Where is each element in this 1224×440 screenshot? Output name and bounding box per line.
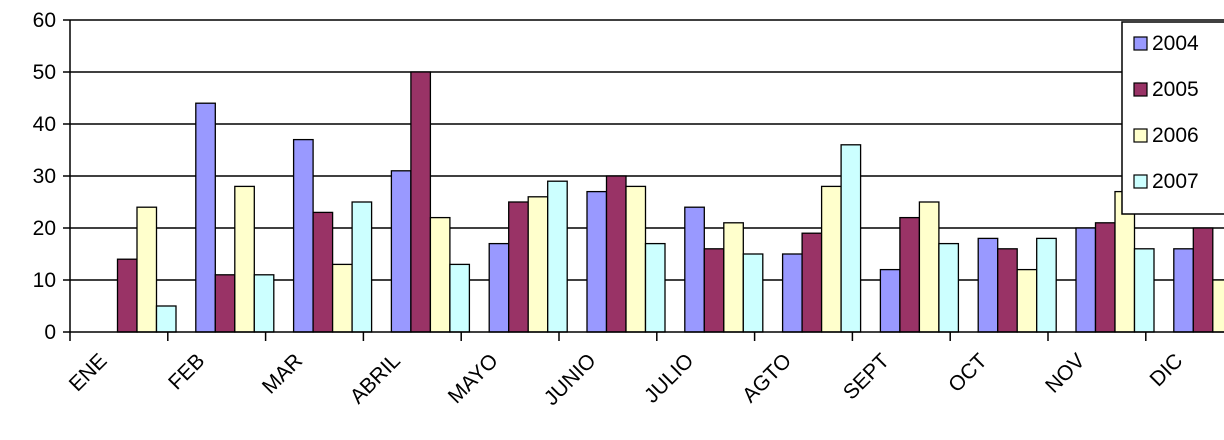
- bar-mayo-2007: [547, 180, 568, 333]
- x-category-label: JULIO: [640, 349, 698, 407]
- bar-sept-2007: [938, 242, 960, 333]
- legend-label-2004: 2004: [1152, 32, 1199, 55]
- y-tick-label: 0: [44, 321, 56, 344]
- bar-oct-2006: [1016, 268, 1038, 333]
- bar-julio-2006: [723, 222, 744, 333]
- bar-feb-2006: [234, 185, 255, 333]
- y-tick-label: 40: [33, 113, 56, 136]
- bar-oct-2004: [977, 237, 999, 333]
- bar-abril-2005: [410, 71, 432, 333]
- y-tick-label: 50: [33, 61, 56, 84]
- bar-sept-2005: [899, 216, 921, 333]
- legend-swatch-2004: [1133, 36, 1148, 51]
- bar-oct-2007: [1036, 237, 1057, 333]
- legend-label-2005: 2005: [1152, 78, 1199, 101]
- legend-label-2006: 2006: [1152, 124, 1199, 147]
- bar-mayo-2005: [508, 201, 529, 333]
- x-category-label: NOV: [1041, 349, 1089, 397]
- bar-abril-2004: [390, 170, 412, 333]
- bar-mayo-2006: [527, 196, 549, 333]
- y-tick-label: 20: [33, 217, 56, 240]
- legend-swatch-2007: [1133, 174, 1148, 189]
- x-category-label: ENE: [65, 349, 112, 396]
- bar-junio-2006: [625, 185, 647, 333]
- bar-mar-2007: [351, 201, 373, 333]
- x-category-label: DIC: [1145, 349, 1187, 391]
- bar-julio-2005: [703, 248, 725, 333]
- x-category-label: MAR: [258, 349, 307, 398]
- legend-swatch-2006: [1133, 128, 1148, 143]
- bar-nov-2005: [1094, 222, 1116, 333]
- bar-ene-2005: [116, 258, 138, 333]
- legend-label-2007: 2007: [1152, 170, 1199, 193]
- bar-nov-2007: [1133, 248, 1155, 333]
- bar-oct-2005: [997, 248, 1018, 333]
- bar-junio-2007: [644, 242, 666, 333]
- x-category-label: AGTO: [738, 349, 796, 407]
- bars: [116, 71, 1224, 333]
- bar-ene-2006: [136, 206, 158, 333]
- bar-feb-2007: [253, 274, 275, 333]
- bar-agto-2007: [840, 144, 862, 333]
- bar-junio-2005: [605, 175, 627, 333]
- bar-dic-2005: [1192, 227, 1214, 333]
- bar-feb-2005: [214, 274, 236, 333]
- bar-nov-2004: [1075, 227, 1097, 333]
- bar-agto-2004: [781, 253, 803, 333]
- y-axis-tick-labels: 0 10 20 30 40 50 60: [33, 9, 56, 344]
- y-tick-label: 60: [33, 9, 56, 32]
- bar-abril-2006: [429, 216, 451, 333]
- bar-feb-2004: [195, 102, 216, 333]
- bar-julio-2004: [684, 206, 705, 333]
- legend-swatch-2005: [1133, 82, 1148, 97]
- x-axis-category-labels: ENE FEB MAR ABRIL MAYO JUNIO JULIO AGTO SEPT OCT N…: [65, 349, 1188, 410]
- bar-dic-2006: [1212, 279, 1224, 333]
- x-category-label: ABRIL: [346, 349, 405, 408]
- x-category-label: SEPT: [839, 349, 894, 404]
- y-tick-label: 30: [33, 165, 56, 188]
- bar-dic-2004: [1173, 248, 1194, 333]
- axes: [63, 19, 1224, 341]
- x-category-label: JUNIO: [540, 349, 601, 410]
- bar-julio-2007: [742, 253, 764, 333]
- bar-agto-2006: [820, 185, 842, 333]
- x-category-label: FEB: [164, 349, 209, 394]
- bar-mar-2004: [292, 138, 314, 333]
- bar-sept-2006: [918, 201, 940, 333]
- bar-mayo-2004: [488, 242, 510, 333]
- x-category-label: MAYO: [444, 349, 503, 408]
- bar-ene-2007: [155, 305, 177, 333]
- bar-mar-2006: [331, 263, 353, 333]
- legend: 2004 2005 2006 2007: [1121, 21, 1224, 215]
- y-tick-label: 10: [33, 269, 56, 292]
- x-category-label: OCT: [944, 349, 992, 397]
- bar-junio-2004: [586, 190, 608, 333]
- bar-abril-2007: [449, 263, 471, 333]
- bar-mar-2005: [312, 211, 334, 333]
- bar-sept-2004: [879, 268, 901, 333]
- bar-agto-2005: [801, 232, 823, 333]
